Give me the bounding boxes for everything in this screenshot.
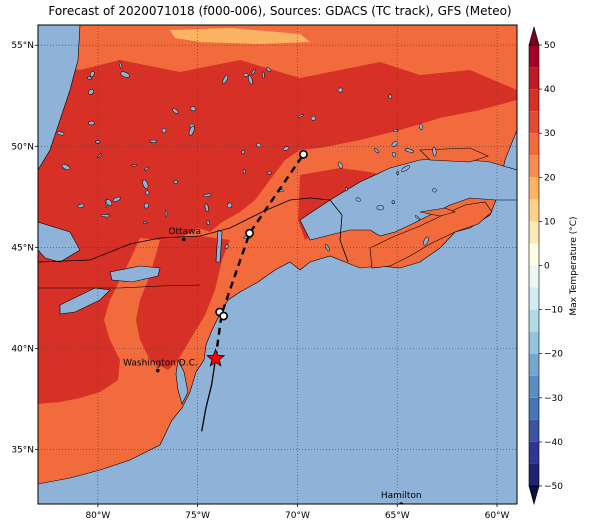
colorbar-band [529,331,539,354]
latitude-tick-label: 35°N [11,445,34,455]
colorbar-band [529,45,539,68]
land-area-10-20 [170,28,310,44]
colorbar-tick-label: 20 [544,173,556,183]
great-lake [109,265,161,283]
track-point-marker [245,228,254,238]
latitude-tick-label: 40°N [11,344,34,354]
track-point-marker [299,149,308,159]
longitude-tick-label: 70°W [285,511,310,521]
track-point-marker [219,311,229,321]
longitude-tick-label: 65°W [385,511,410,521]
state-border [38,284,201,289]
great-lake [38,221,81,263]
colorbar-band [529,221,539,244]
city-marker [181,237,186,242]
colorbar-band [529,155,539,178]
anticosti-island [419,147,489,163]
colorbar-tick-label: 40 [544,85,556,95]
latitude-ticks: 55°N 50°N 45°N 40°N 35°N [11,41,38,455]
colorbar-band [529,375,539,398]
longitude-ticks: 80°W 75°W 70°W 65°W 60°W [85,504,510,521]
colorbar-extend-top [528,25,540,46]
us-canada-border [38,197,349,263]
storm-track-forecast [214,153,305,359]
colorbar-tick-label: 30 [544,129,556,139]
nova-scotia-land [369,201,493,269]
colorbar-tick-label: 0 [544,262,550,272]
colorbar-title: Max Temperature (°C) [569,216,579,315]
city-marker [155,368,160,373]
longitude-tick-label: 60°W [485,511,510,521]
colorbar-band [529,89,539,112]
colorbar-band [529,265,539,288]
colorbar-tick-label: −50 [544,482,563,492]
map-title: Forecast of 2020071018 (f000-006), Sourc… [48,4,512,18]
latitude-tick-label: 50°N [11,142,34,152]
colorbar-band [529,419,539,442]
city-label: Ottawa [168,227,201,237]
longitude-tick-label: 75°W [185,511,210,521]
colorbar-extend-bottom [528,485,540,506]
colorbar-band [529,463,539,486]
colorbar-band [529,199,539,222]
hudson-bay [38,25,81,171]
colorbar-band [529,309,539,332]
colorbar-band [529,133,539,156]
small-lakes [56,61,437,252]
chesapeake-bay [175,359,189,405]
map-frame [37,24,518,505]
colorbar-band [529,287,539,310]
colorbar-band [529,177,539,200]
colorbar-band [529,67,539,90]
latitude-tick-label: 55°N [11,41,34,51]
storm-track-observed [201,358,217,432]
map-panel: Ottawa Washington D.C. Hamilton [38,25,517,504]
colorbar-tick-label: −10 [544,306,563,316]
colorbar-tick-label: 50 [544,41,556,51]
land-area-30-40 [38,60,517,404]
map-gridlines [38,25,517,504]
longitude-tick-label: 80°W [85,511,110,521]
current-position-star-icon [206,348,226,367]
city-label: Hamilton [381,491,422,501]
colorbar-band [529,111,539,134]
colorbar-tick-label: −30 [544,394,563,404]
colorbar-tick-label: −40 [544,438,563,448]
colorbar-band [529,397,539,420]
pei-land [419,207,456,217]
city-label: Washington D.C. [123,359,198,369]
colorbar-tick-label: −20 [544,350,563,360]
colorbar-tick-label: 10 [544,217,556,227]
colorbar-band [529,441,539,464]
colorbar-band [529,243,539,266]
lake [215,229,223,263]
colorbar-band [529,353,539,376]
gulf-st-lawrence [299,157,517,241]
latitude-tick-label: 45°N [11,243,34,253]
colorbar: 50 40 30 20 10 0 −10 −20 −30 −40 −50 [528,25,563,506]
storm-track-markers [215,149,308,321]
